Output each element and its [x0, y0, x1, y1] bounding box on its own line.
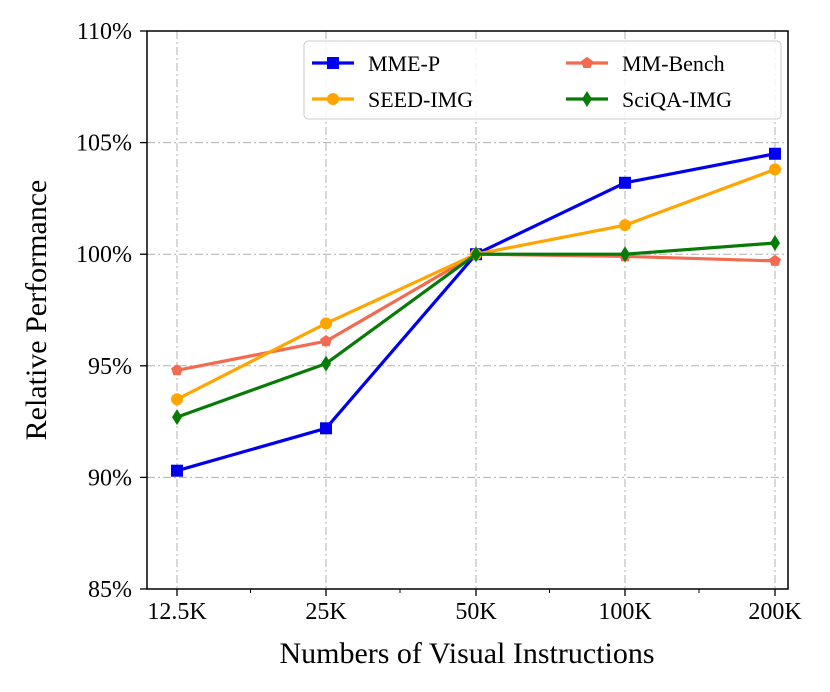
y-tick-label: 90% [88, 465, 132, 491]
data-point [171, 393, 183, 406]
legend-item-seed-img: SEED-IMG [312, 87, 473, 112]
data-point [172, 409, 182, 426]
legend-item-sciqa-img: SciQA-IMG [566, 87, 732, 112]
legend-label: MME-P [368, 51, 440, 76]
data-point [320, 335, 332, 347]
legend-marker [327, 93, 339, 105]
y-tick-label: 110% [77, 19, 132, 45]
y-tick-label: 95% [88, 354, 132, 380]
legend-marker [582, 91, 592, 107]
data-point [619, 219, 631, 232]
data-point [769, 254, 781, 266]
legend-box [303, 40, 782, 120]
x-tick-label: 50K [455, 599, 497, 625]
data-point [321, 355, 331, 372]
series-lines [171, 147, 781, 477]
x-tick-label: 25K [305, 599, 347, 625]
y-tick-label: 105% [76, 131, 132, 157]
data-point [320, 422, 332, 435]
data-point [770, 235, 780, 252]
legend-label: MM-Bench [622, 51, 725, 76]
data-point [769, 163, 781, 176]
legend-marker [581, 56, 593, 68]
legend-item-mme-p: MME-P [312, 51, 440, 76]
data-point [769, 147, 781, 160]
axis-ticks: 12.5K 25K 50K 100K 200K 85% 90% 95% 100% 105% 110% [76, 19, 802, 625]
legend-item-mm-bench: MM-Bench [566, 51, 725, 76]
x-axis-title: Numbers of Visual Instructions [279, 637, 654, 670]
data-point [619, 176, 631, 189]
legend-label: SciQA-IMG [622, 87, 732, 112]
legend: MME-P SEED-IMG MM-Bench SciQA-IMG [303, 40, 782, 120]
x-tick-label: 100K [598, 599, 652, 625]
data-point [471, 246, 481, 263]
y-tick-label: 100% [76, 242, 132, 268]
data-point [620, 246, 630, 263]
x-tick-label: 200K [748, 599, 802, 625]
legend-marker [327, 57, 339, 69]
y-tick-label: 85% [88, 577, 132, 603]
x-tick-label: 12.5K [147, 599, 207, 625]
legend-label: SEED-IMG [368, 87, 473, 112]
data-point [171, 364, 183, 376]
data-point [171, 464, 183, 477]
plot-frame [146, 30, 789, 590]
series-sciqa-img [172, 235, 780, 426]
data-point [320, 317, 332, 330]
y-axis-title: Relative Performance [20, 180, 53, 441]
